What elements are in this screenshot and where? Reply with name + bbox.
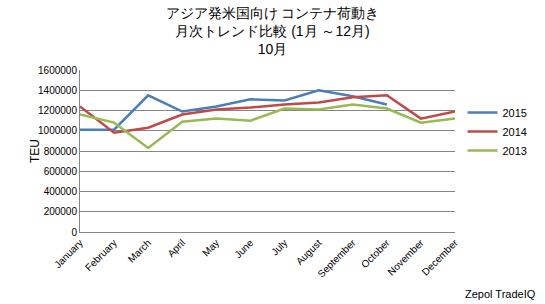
svg-text:200000: 200000 [44,206,78,217]
svg-text:2013: 2013 [503,145,527,157]
svg-text:Zepol TradeIQ: Zepol TradeIQ [465,288,536,300]
svg-text:October: October [359,237,392,270]
svg-text:May: May [200,237,221,258]
svg-text:September: September [315,237,358,280]
svg-text:November: November [385,237,426,278]
svg-text:600000: 600000 [44,166,78,177]
svg-text:August: August [294,237,324,267]
svg-text:June: June [232,237,255,260]
svg-text:2015: 2015 [503,107,527,119]
svg-text:July: July [269,237,289,257]
svg-text:February: February [83,237,119,273]
svg-text:400000: 400000 [44,186,78,197]
svg-text:April: April [165,237,187,259]
svg-text:1400000: 1400000 [38,85,77,96]
svg-text:March: March [126,237,153,264]
svg-text:0: 0 [71,227,77,238]
svg-text:December: December [420,237,461,278]
svg-text:1000000: 1000000 [38,125,77,136]
svg-text:January: January [52,237,85,270]
svg-text:1200000: 1200000 [38,105,77,116]
svg-text:アジア発米国向け コンテナ荷動き月次トレンド比較 (1月 ～: アジア発米国向け コンテナ荷動き月次トレンド比較 (1月 ～12月)10月 [166,5,380,57]
svg-text:1600000: 1600000 [38,65,77,76]
svg-text:TEU: TEU [28,139,42,163]
svg-text:2014: 2014 [503,126,527,138]
svg-text:800000: 800000 [44,146,78,157]
